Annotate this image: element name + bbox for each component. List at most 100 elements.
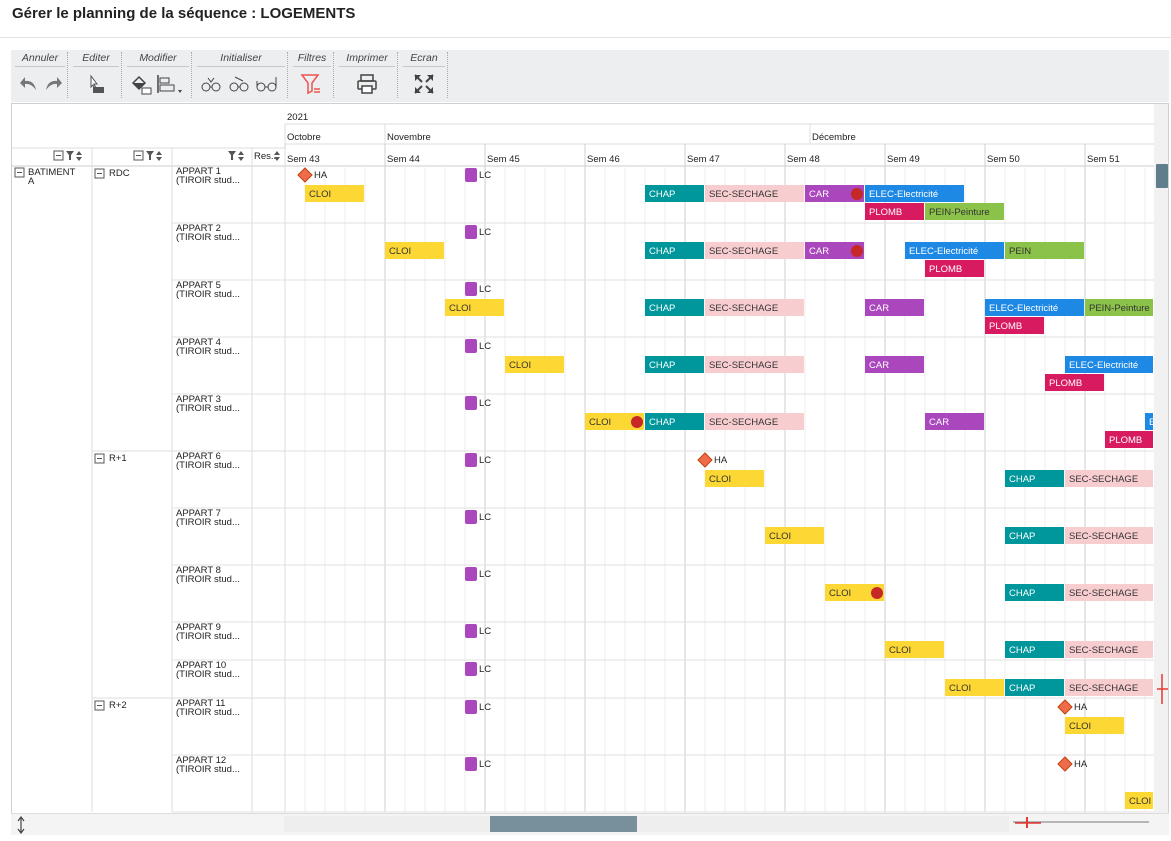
task-bar[interactable] — [1065, 679, 1153, 696]
task-label: CHAP — [649, 246, 675, 257]
horizontal-scroll-track[interactable] — [284, 816, 1009, 832]
lc-marker[interactable] — [465, 282, 477, 296]
task-bar[interactable] — [1125, 792, 1153, 809]
task-bar[interactable] — [1005, 527, 1064, 544]
task-bar[interactable] — [925, 260, 984, 277]
task-label: PEIN-Peinture — [1089, 303, 1150, 314]
lc-marker[interactable] — [465, 225, 477, 239]
task-bar[interactable] — [385, 242, 444, 259]
sort-icon[interactable] — [238, 151, 244, 161]
task-bar[interactable] — [865, 299, 924, 316]
task-bar[interactable] — [805, 242, 864, 259]
lc-marker[interactable] — [465, 700, 477, 714]
lc-marker[interactable] — [465, 510, 477, 524]
sort-icon[interactable] — [274, 151, 280, 161]
task-bar[interactable] — [305, 185, 364, 202]
task-bar[interactable] — [705, 242, 804, 259]
task-label: CHAP — [1009, 588, 1035, 599]
task-bar[interactable] — [925, 413, 984, 430]
sort-icon[interactable] — [156, 151, 162, 161]
gantt-canvas[interactable]: 2021 Octobre Novembre Décembre Sem 43 Sem 44 S… — [12, 104, 1169, 832]
task-bar[interactable] — [1065, 527, 1153, 544]
sort-icon[interactable] — [76, 151, 82, 161]
task-bar[interactable] — [445, 299, 504, 316]
task-label: PEIN-Peinture — [929, 207, 990, 218]
task-bar[interactable] — [705, 470, 764, 487]
task-bar[interactable] — [1005, 470, 1064, 487]
task-bar[interactable] — [945, 679, 1004, 696]
task-bar[interactable] — [1005, 242, 1084, 259]
task-bar[interactable] — [705, 356, 804, 373]
task-bar[interactable] — [805, 185, 864, 202]
task-bar[interactable] — [705, 185, 804, 202]
task-bar[interactable] — [645, 242, 704, 259]
task-bar[interactable] — [885, 641, 944, 658]
task-bar[interactable] — [985, 299, 1084, 316]
lc-marker[interactable] — [465, 453, 477, 467]
task-bar[interactable] — [1085, 299, 1153, 316]
task-bar[interactable] — [925, 203, 1004, 220]
task-bar[interactable] — [1065, 356, 1153, 373]
init-network-icon[interactable] — [199, 72, 223, 96]
milestone-diamond[interactable] — [1057, 699, 1073, 715]
task-bar[interactable] — [865, 356, 924, 373]
milestone-diamond[interactable] — [297, 167, 313, 183]
task-bar[interactable] — [1005, 679, 1064, 696]
task-bar[interactable] — [1065, 717, 1124, 734]
fill-color-icon[interactable] — [129, 72, 153, 96]
resize-rows-icon[interactable] — [17, 816, 25, 834]
filter-icon[interactable] — [299, 72, 323, 96]
task-bar[interactable] — [585, 413, 644, 430]
redo-icon[interactable] — [41, 72, 65, 96]
milestone-diamond[interactable] — [1057, 756, 1073, 772]
task-bar[interactable] — [1005, 641, 1064, 658]
print-icon[interactable] — [355, 72, 379, 96]
filter-icon[interactable] — [228, 151, 236, 160]
task-bar[interactable] — [1045, 374, 1104, 391]
align-dropdown-icon[interactable] — [155, 72, 187, 96]
gantt-header — [12, 104, 1168, 166]
task-bar[interactable] — [705, 413, 804, 430]
task-bar[interactable] — [505, 356, 564, 373]
lc-marker[interactable] — [465, 339, 477, 353]
lc-label: LC — [479, 455, 491, 466]
milestone-diamond[interactable] — [697, 452, 713, 468]
gantt-chart[interactable]: 2021 Octobre Novembre Décembre Sem 43 Sem 44 S… — [11, 103, 1169, 832]
lc-marker[interactable] — [465, 168, 477, 182]
lc-marker[interactable] — [465, 662, 477, 676]
lc-marker[interactable] — [465, 624, 477, 638]
task-bar[interactable] — [1005, 584, 1064, 601]
task-bar[interactable] — [865, 203, 924, 220]
task-bar[interactable] — [705, 299, 804, 316]
task-bar[interactable] — [825, 584, 884, 601]
vertical-scrollbar-thumb[interactable] — [1156, 164, 1168, 188]
task-bar[interactable] — [905, 242, 1004, 259]
horizontal-scroll-thumb[interactable] — [490, 816, 637, 832]
task-bar[interactable] — [865, 185, 964, 202]
task-bar[interactable] — [1065, 584, 1153, 601]
edit-cursor-icon[interactable] — [83, 72, 107, 96]
task-bar[interactable] — [985, 317, 1044, 334]
init-glasses-icon[interactable] — [255, 72, 279, 96]
lc-marker[interactable] — [465, 396, 477, 410]
init-network-alt-icon[interactable] — [227, 72, 251, 96]
horizontal-scroll-bar[interactable] — [11, 813, 1169, 835]
task-bar[interactable] — [645, 299, 704, 316]
task-bar[interactable] — [645, 356, 704, 373]
undo-icon[interactable] — [17, 72, 41, 96]
lc-marker[interactable] — [465, 757, 477, 771]
toolbar-group-filtres: Filtres — [293, 50, 334, 102]
task-bar[interactable] — [1065, 470, 1153, 487]
task-bar[interactable] — [645, 413, 704, 430]
filter-icon[interactable] — [66, 151, 74, 160]
task-bar[interactable] — [1065, 641, 1153, 658]
task-bar[interactable] — [765, 527, 824, 544]
fullscreen-icon[interactable] — [412, 72, 436, 96]
task-bar[interactable] — [1145, 413, 1153, 430]
lc-marker[interactable] — [465, 567, 477, 581]
task-bar[interactable] — [1105, 431, 1153, 448]
filter-icon[interactable] — [146, 151, 154, 160]
vertical-scrollbar[interactable] — [1154, 104, 1169, 832]
task-label: SEC-SECHAGE — [709, 303, 778, 314]
task-bar[interactable] — [645, 185, 704, 202]
